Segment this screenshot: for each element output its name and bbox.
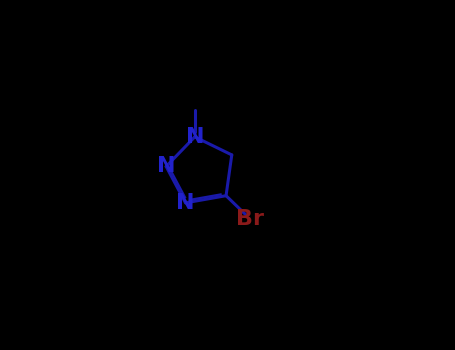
Text: N: N — [157, 156, 176, 176]
Text: N: N — [186, 127, 204, 147]
Text: N: N — [176, 193, 195, 213]
Text: Br: Br — [236, 209, 264, 229]
